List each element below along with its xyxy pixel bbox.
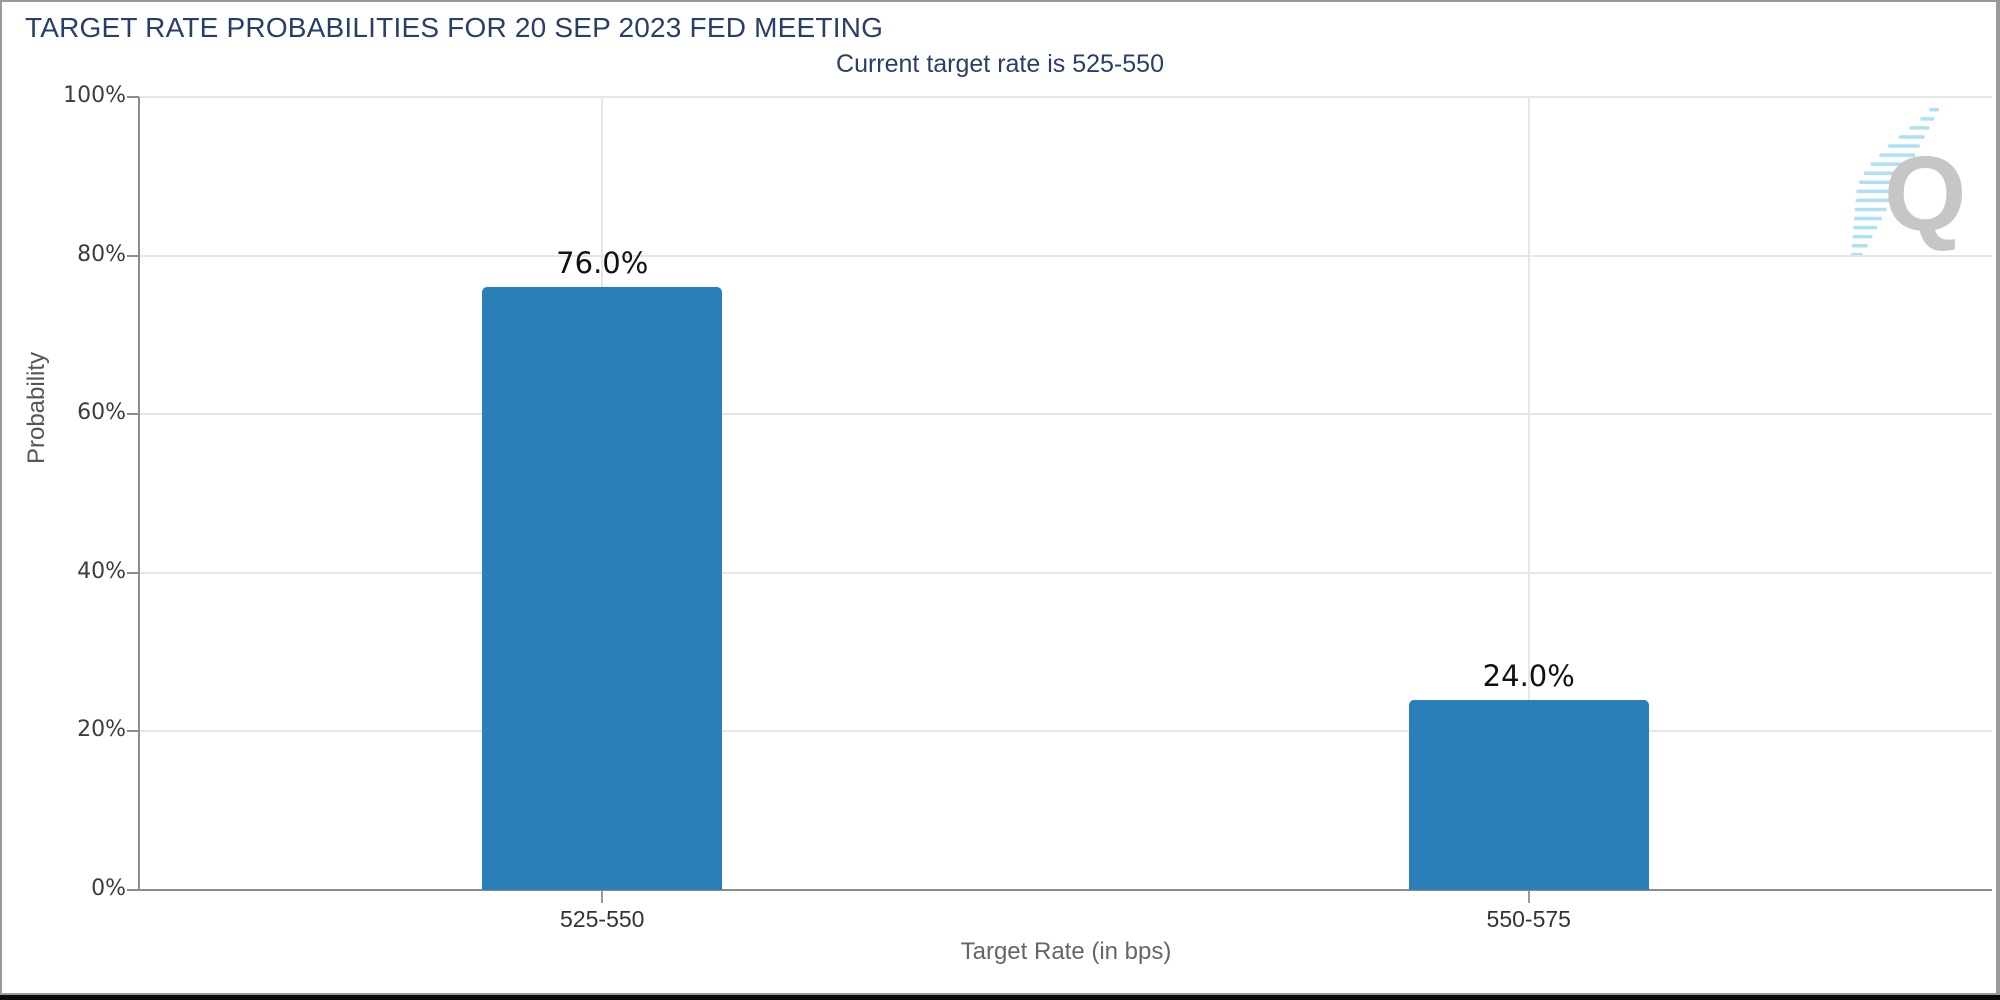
y-axis-tick-label: 20% (77, 717, 126, 743)
watermark-speed-dashes (1851, 108, 1939, 257)
bar-value-label: 24.0% (1482, 658, 1575, 693)
horizontal-gridline (139, 413, 1992, 416)
watermark-letter: Q (1884, 135, 1966, 253)
y-axis-tick-label: 40% (77, 558, 126, 584)
vertical-gridline (1527, 97, 1530, 890)
watermark-dash (1888, 144, 1920, 148)
y-axis-tick-mark (127, 730, 139, 733)
x-axis-tick-mark (601, 890, 604, 903)
horizontal-gridline (139, 96, 1992, 98)
x-axis-tick-mark (1527, 890, 1530, 903)
horizontal-gridline (139, 254, 1992, 257)
watermark-dash (1898, 135, 1925, 139)
horizontal-gridline (139, 730, 1992, 733)
probability-bar[interactable] (1408, 699, 1649, 890)
horizontal-gridline (139, 571, 1992, 574)
x-axis-title: Target Rate (in bps) (960, 938, 1172, 965)
watermark-dash (1859, 180, 1901, 184)
y-axis-tick-mark (127, 254, 139, 257)
watermark-dash (1920, 117, 1935, 121)
watermark-dash (1879, 153, 1916, 157)
watermark-dash (1851, 243, 1868, 248)
watermark-dash (1856, 189, 1897, 194)
watermark-dash (1854, 207, 1887, 212)
page-title: TARGET RATE PROBABILITIES FOR 20 SEP 202… (25, 12, 884, 43)
bar-value-label: 76.0% (556, 246, 649, 281)
y-axis-tick-mark (127, 889, 139, 891)
y-axis-tick-label: 80% (77, 241, 126, 267)
x-axis-line (138, 889, 1992, 891)
watermark-dash (1855, 198, 1892, 203)
probability-bar[interactable] (482, 287, 723, 890)
bottom-border-line (0, 993, 2000, 995)
y-axis-tick-label: 0% (91, 876, 126, 901)
watermark-dash (1870, 162, 1911, 166)
watermark-dash (1853, 225, 1878, 230)
y-axis-line (138, 97, 140, 890)
watermark-dash (1929, 108, 1939, 112)
y-axis-tick-label: 100% (63, 83, 126, 108)
x-axis-tick-label: 550-575 (1486, 906, 1571, 932)
chart-subtitle: Current target rate is 525-550 (836, 50, 1164, 78)
watermark-dash (1854, 216, 1882, 221)
x-axis-tick-label: 525-550 (560, 906, 645, 932)
watermark-dash (1909, 126, 1930, 130)
y-axis-tick-mark (127, 96, 139, 98)
y-axis-title: Probability (23, 351, 50, 465)
watermark-dash (1852, 234, 1873, 239)
y-axis-tick-mark (127, 571, 139, 574)
watermark-dash (1863, 171, 1906, 175)
bottom-black-bar (0, 995, 2000, 1000)
watermark-q-icon: Q (1851, 108, 1966, 257)
y-axis-tick-label: 60% (77, 400, 126, 426)
y-axis-tick-mark (127, 413, 139, 416)
